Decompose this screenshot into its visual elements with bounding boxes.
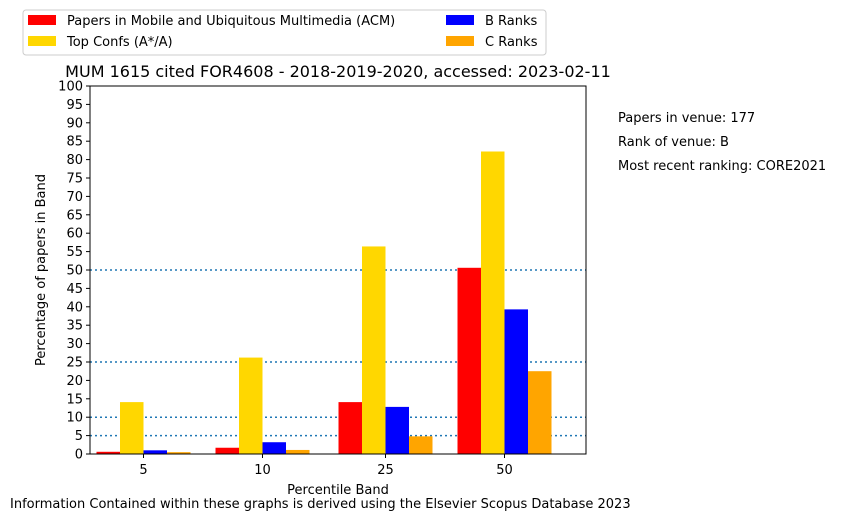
y-tick-label-90: 90 bbox=[66, 116, 83, 131]
legend-label-1: Top Confs (A*/A) bbox=[66, 35, 173, 50]
y-tick-label-0: 0 bbox=[75, 448, 83, 463]
bar-10-series-0 bbox=[215, 447, 239, 454]
y-tick-label-45: 45 bbox=[66, 282, 83, 297]
legend-label-2: B Ranks bbox=[485, 14, 538, 29]
papers-in-venue: Papers in venue: 177 bbox=[618, 111, 756, 126]
y-tick-label-70: 70 bbox=[66, 190, 83, 205]
bar-50-series-2 bbox=[504, 309, 528, 454]
x-tick-label-10: 10 bbox=[254, 463, 271, 478]
y-tick-label-55: 55 bbox=[66, 245, 83, 260]
x-tick-label-50: 50 bbox=[496, 463, 513, 478]
bar-5-series-2 bbox=[143, 450, 167, 454]
y-axis-label: Percentage of papers in Band bbox=[34, 174, 49, 366]
legend-frame bbox=[22, 9, 547, 56]
bar-10-series-3 bbox=[286, 449, 310, 454]
bar-5-series-0 bbox=[96, 451, 120, 454]
legend-swatch-3 bbox=[446, 36, 474, 46]
y-tick-label-10: 10 bbox=[66, 411, 83, 426]
y-tick-label-25: 25 bbox=[66, 356, 83, 371]
bar-50-series-3 bbox=[528, 371, 552, 454]
y-tick-label-15: 15 bbox=[66, 392, 83, 407]
legend-label-3: C Ranks bbox=[485, 35, 538, 50]
y-tick-label-5: 5 bbox=[75, 429, 83, 444]
y-tick-label-35: 35 bbox=[66, 319, 83, 334]
bar-5-series-3 bbox=[167, 452, 191, 454]
y-tick-label-50: 50 bbox=[66, 264, 83, 279]
plot-frame bbox=[89, 85, 587, 455]
legend-label-0: Papers in Mobile and Ubiquitous Multimed… bbox=[67, 14, 395, 29]
rank-of-venue: Rank of venue: B bbox=[618, 135, 729, 150]
chart-title: MUM 1615 cited FOR4608 - 2018-2019-2020,… bbox=[65, 62, 611, 81]
y-tick-label-95: 95 bbox=[66, 98, 83, 113]
bar-25-series-0 bbox=[338, 402, 362, 454]
y-tick-label-100: 100 bbox=[58, 80, 83, 95]
bar-50-series-1 bbox=[481, 151, 505, 454]
bar-5-series-1 bbox=[120, 402, 144, 454]
y-tick-label-40: 40 bbox=[66, 300, 83, 315]
x-tick-label-5: 5 bbox=[139, 463, 147, 478]
y-tick-label-60: 60 bbox=[66, 227, 83, 242]
y-tick-label-75: 75 bbox=[66, 172, 83, 187]
bar-25-series-1 bbox=[362, 246, 386, 454]
x-axis: 5 10 25 50 bbox=[139, 454, 513, 478]
x-tick-label-25: 25 bbox=[377, 463, 394, 478]
bar-25-series-2 bbox=[385, 406, 409, 454]
y-tick-label-20: 20 bbox=[66, 374, 83, 389]
legend: Papers in Mobile and Ubiquitous Multimed… bbox=[28, 14, 538, 50]
legend-swatch-2 bbox=[446, 15, 474, 25]
bars bbox=[96, 151, 552, 454]
y-tick-label-80: 80 bbox=[66, 153, 83, 168]
y-tick-label-85: 85 bbox=[66, 135, 83, 150]
y-axis: 0 5 10 15 20 25 30 35 40 45 50 55 60 65 70 75 80 85 90 95 10… bbox=[58, 80, 90, 463]
legend-swatch-0 bbox=[28, 15, 56, 25]
legend-swatch-1 bbox=[28, 36, 56, 46]
y-tick-label-30: 30 bbox=[66, 337, 83, 352]
most-recent-ranking: Most recent ranking: CORE2021 bbox=[618, 159, 827, 174]
y-tick-label-65: 65 bbox=[66, 208, 83, 223]
bar-50-series-0 bbox=[457, 267, 481, 454]
bar-10-series-1 bbox=[239, 357, 263, 454]
x-axis-label: Percentile Band bbox=[287, 483, 389, 498]
footer-note: Information Contained within these graph… bbox=[10, 497, 631, 512]
bar-25-series-3 bbox=[409, 436, 433, 454]
bar-10-series-2 bbox=[262, 442, 286, 454]
